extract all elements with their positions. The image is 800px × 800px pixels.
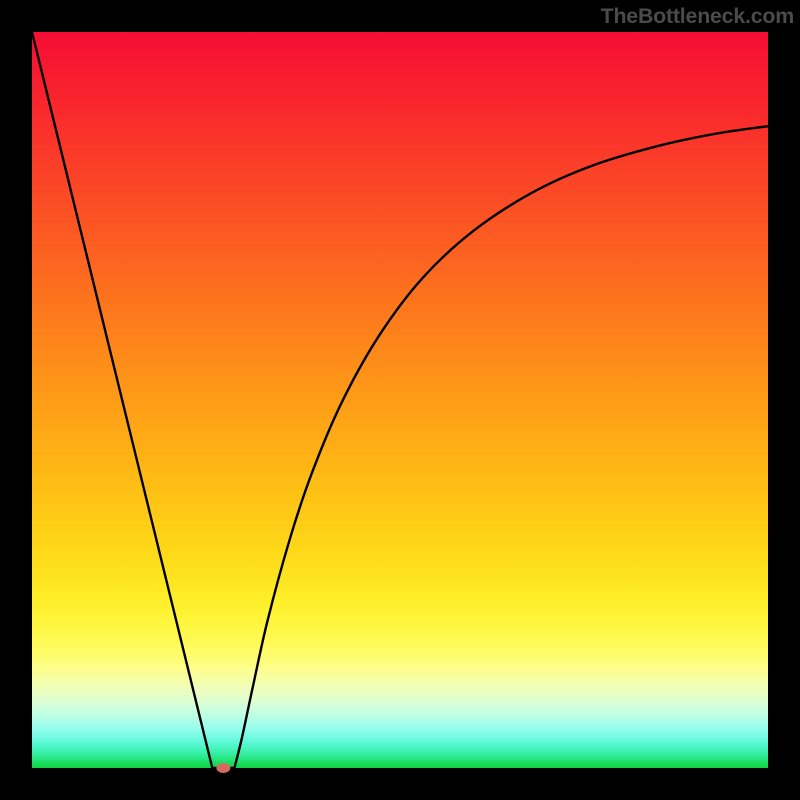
bottleneck-chart: [0, 0, 800, 800]
optimal-point-marker: [216, 763, 230, 773]
watermark-text: TheBottleneck.com: [601, 4, 794, 29]
chart-container: TheBottleneck.com: [0, 0, 800, 800]
plot-area: [32, 32, 768, 768]
